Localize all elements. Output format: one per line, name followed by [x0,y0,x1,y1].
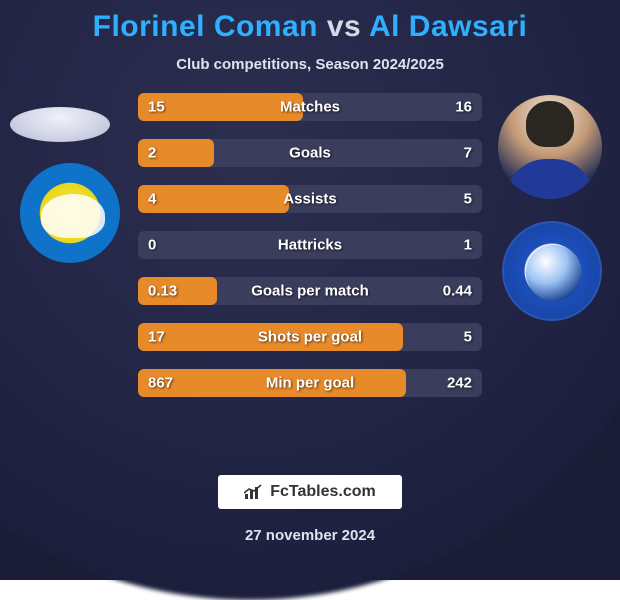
stat-value-left: 0.13 [148,283,177,300]
stat-value-right: 0.44 [443,283,472,300]
player1-name: Florinel Coman [93,10,318,43]
comparison-body: 15 16 Matches 2 7 Goals 4 5 Assists 0 1 Hattricks 0.… [0,93,620,433]
stat-value-left: 867 [148,375,173,392]
stat-value-left: 15 [148,99,165,116]
brand-chart-icon [244,484,264,500]
stat-label: Matches [280,99,340,116]
stat-row: 17 5 Shots per goal [138,323,482,351]
stat-row: 0.13 0.44 Goals per match [138,277,482,305]
player2-club-logo [502,221,602,321]
stat-label: Min per goal [266,375,354,392]
stat-value-left: 0 [148,237,156,254]
stat-bar-left [138,185,289,213]
stat-row: 2 7 Goals [138,139,482,167]
brand-text: FcTables.com [270,483,376,501]
stats-container: 15 16 Matches 2 7 Goals 4 5 Assists 0 1 Hattricks 0.… [138,93,482,397]
stat-value-right: 5 [464,329,472,346]
player2-name: Al Dawsari [369,10,527,43]
stat-value-right: 5 [464,191,472,208]
stat-row: 4 5 Assists [138,185,482,213]
player2-avatar [498,95,602,199]
stat-value-left: 2 [148,145,156,162]
stat-value-right: 242 [447,375,472,392]
stat-label: Hattricks [278,237,342,254]
stat-value-right: 16 [455,99,472,116]
stat-value-left: 4 [148,191,156,208]
page-title: Florinel Coman vs Al Dawsari [0,0,620,44]
date-text: 27 november 2024 [245,527,375,544]
stat-label: Goals per match [251,283,369,300]
brand-badge: FcTables.com [218,475,402,509]
stat-value-right: 1 [464,237,472,254]
stat-label: Goals [289,145,331,162]
stat-row: 15 16 Matches [138,93,482,121]
stat-row: 867 242 Min per goal [138,369,482,397]
stat-value-right: 7 [464,145,472,162]
stat-label: Assists [283,191,336,208]
subtitle: Club competitions, Season 2024/2025 [0,56,620,73]
vs-text: vs [327,10,361,43]
stat-label: Shots per goal [258,329,362,346]
stat-row: 0 1 Hattricks [138,231,482,259]
player1-club-logo [20,163,120,263]
player1-avatar [10,107,110,142]
stat-value-left: 17 [148,329,165,346]
